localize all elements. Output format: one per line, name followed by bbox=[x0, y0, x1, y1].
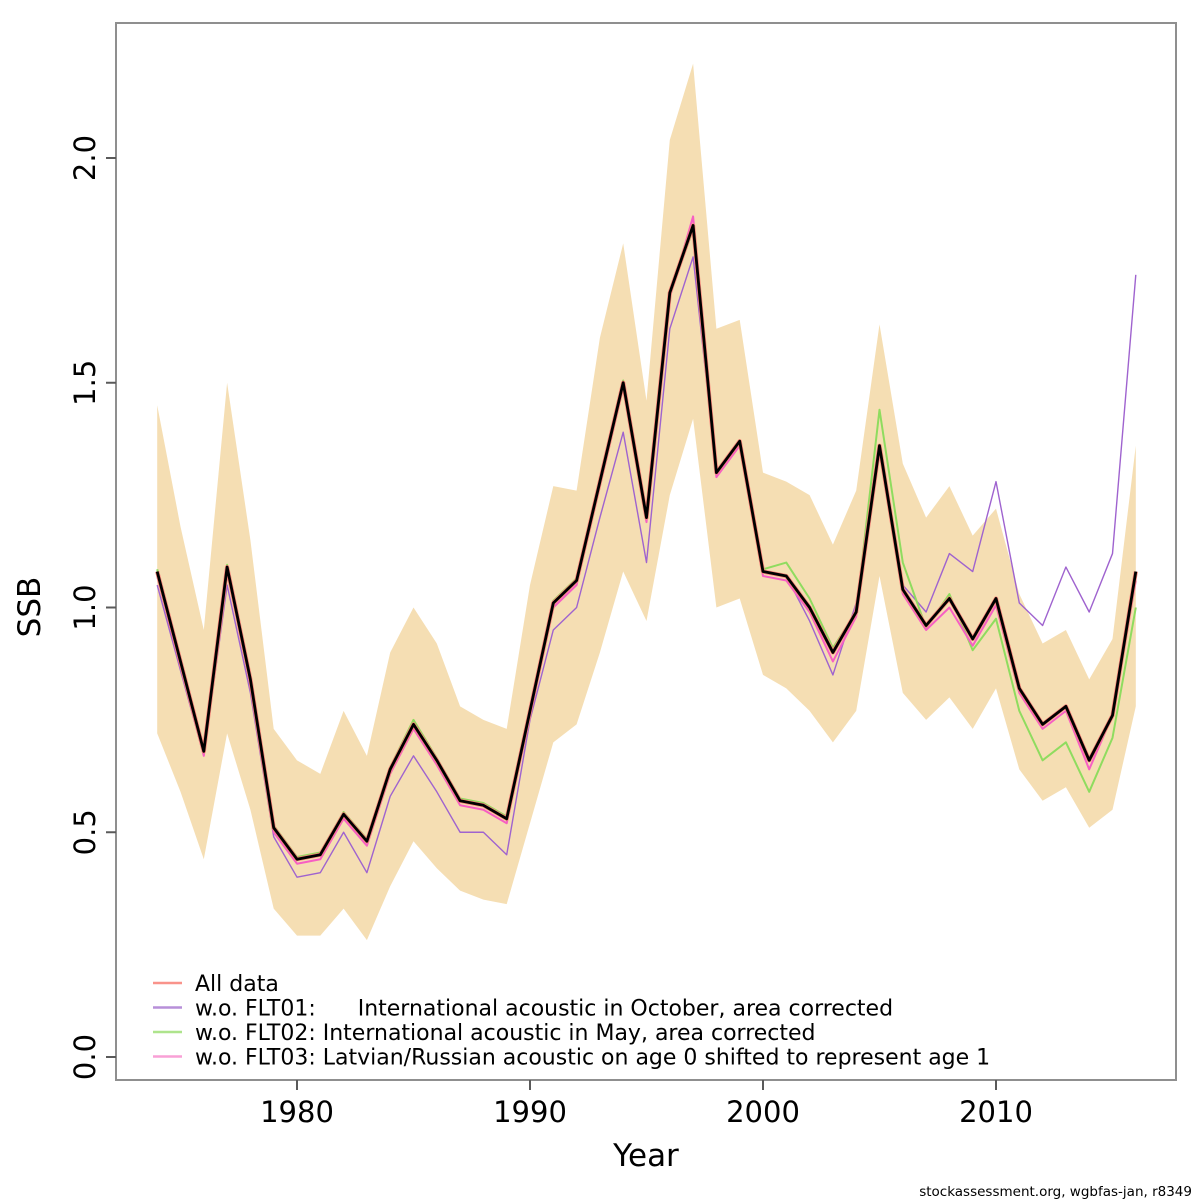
x-tick-label: 2000 bbox=[726, 1095, 800, 1129]
legend-wo-flt02: w.o. FLT02: International acoustic in Ma… bbox=[153, 1021, 816, 1046]
series-line-base-fit bbox=[155, 224, 1138, 861]
x-tick-label: 1990 bbox=[493, 1095, 567, 1129]
plot-border bbox=[115, 22, 1177, 1081]
series-line-wo-flt03 bbox=[156, 215, 1137, 865]
legend-all-data-label: All data bbox=[195, 972, 279, 997]
y-tick-label: 0.0 bbox=[68, 1034, 102, 1080]
series-line-wo-flt01 bbox=[156, 256, 1137, 878]
y-tick-label: 0.5 bbox=[68, 809, 102, 855]
legend-wo-flt01: w.o. FLT01: International acoustic in Oc… bbox=[153, 997, 893, 1022]
legend-wo-flt01-label: w.o. FLT01: International acoustic in Oc… bbox=[195, 997, 893, 1022]
footer-credit: stockassessment.org, wgbfas-jan, r8349 bbox=[919, 1184, 1192, 1200]
legend-wo-flt03-label: w.o. FLT03: Latvian/Russian acoustic on … bbox=[195, 1046, 990, 1071]
x-tick-label: 1980 bbox=[260, 1095, 334, 1129]
legend-all-data: All data bbox=[153, 972, 279, 997]
y-tick-label: 1.0 bbox=[68, 584, 102, 630]
legend-wo-flt03: w.o. FLT03: Latvian/Russian acoustic on … bbox=[153, 1046, 990, 1071]
axes-layer: 1980 1990 2000 2010 0.0 0.5 1.0 1.5 2.0 bbox=[68, 22, 1177, 1129]
y-tick-label: 2.0 bbox=[68, 135, 102, 181]
y-tick-label: 1.5 bbox=[68, 360, 102, 406]
x-tick-label: 2010 bbox=[959, 1095, 1033, 1129]
y-axis-title: SSB bbox=[12, 577, 48, 638]
series-layer bbox=[155, 215, 1138, 878]
x-axis-title: Year bbox=[612, 1138, 679, 1174]
legend-wo-flt02-label: w.o. FLT02: International acoustic in Ma… bbox=[195, 1021, 816, 1046]
